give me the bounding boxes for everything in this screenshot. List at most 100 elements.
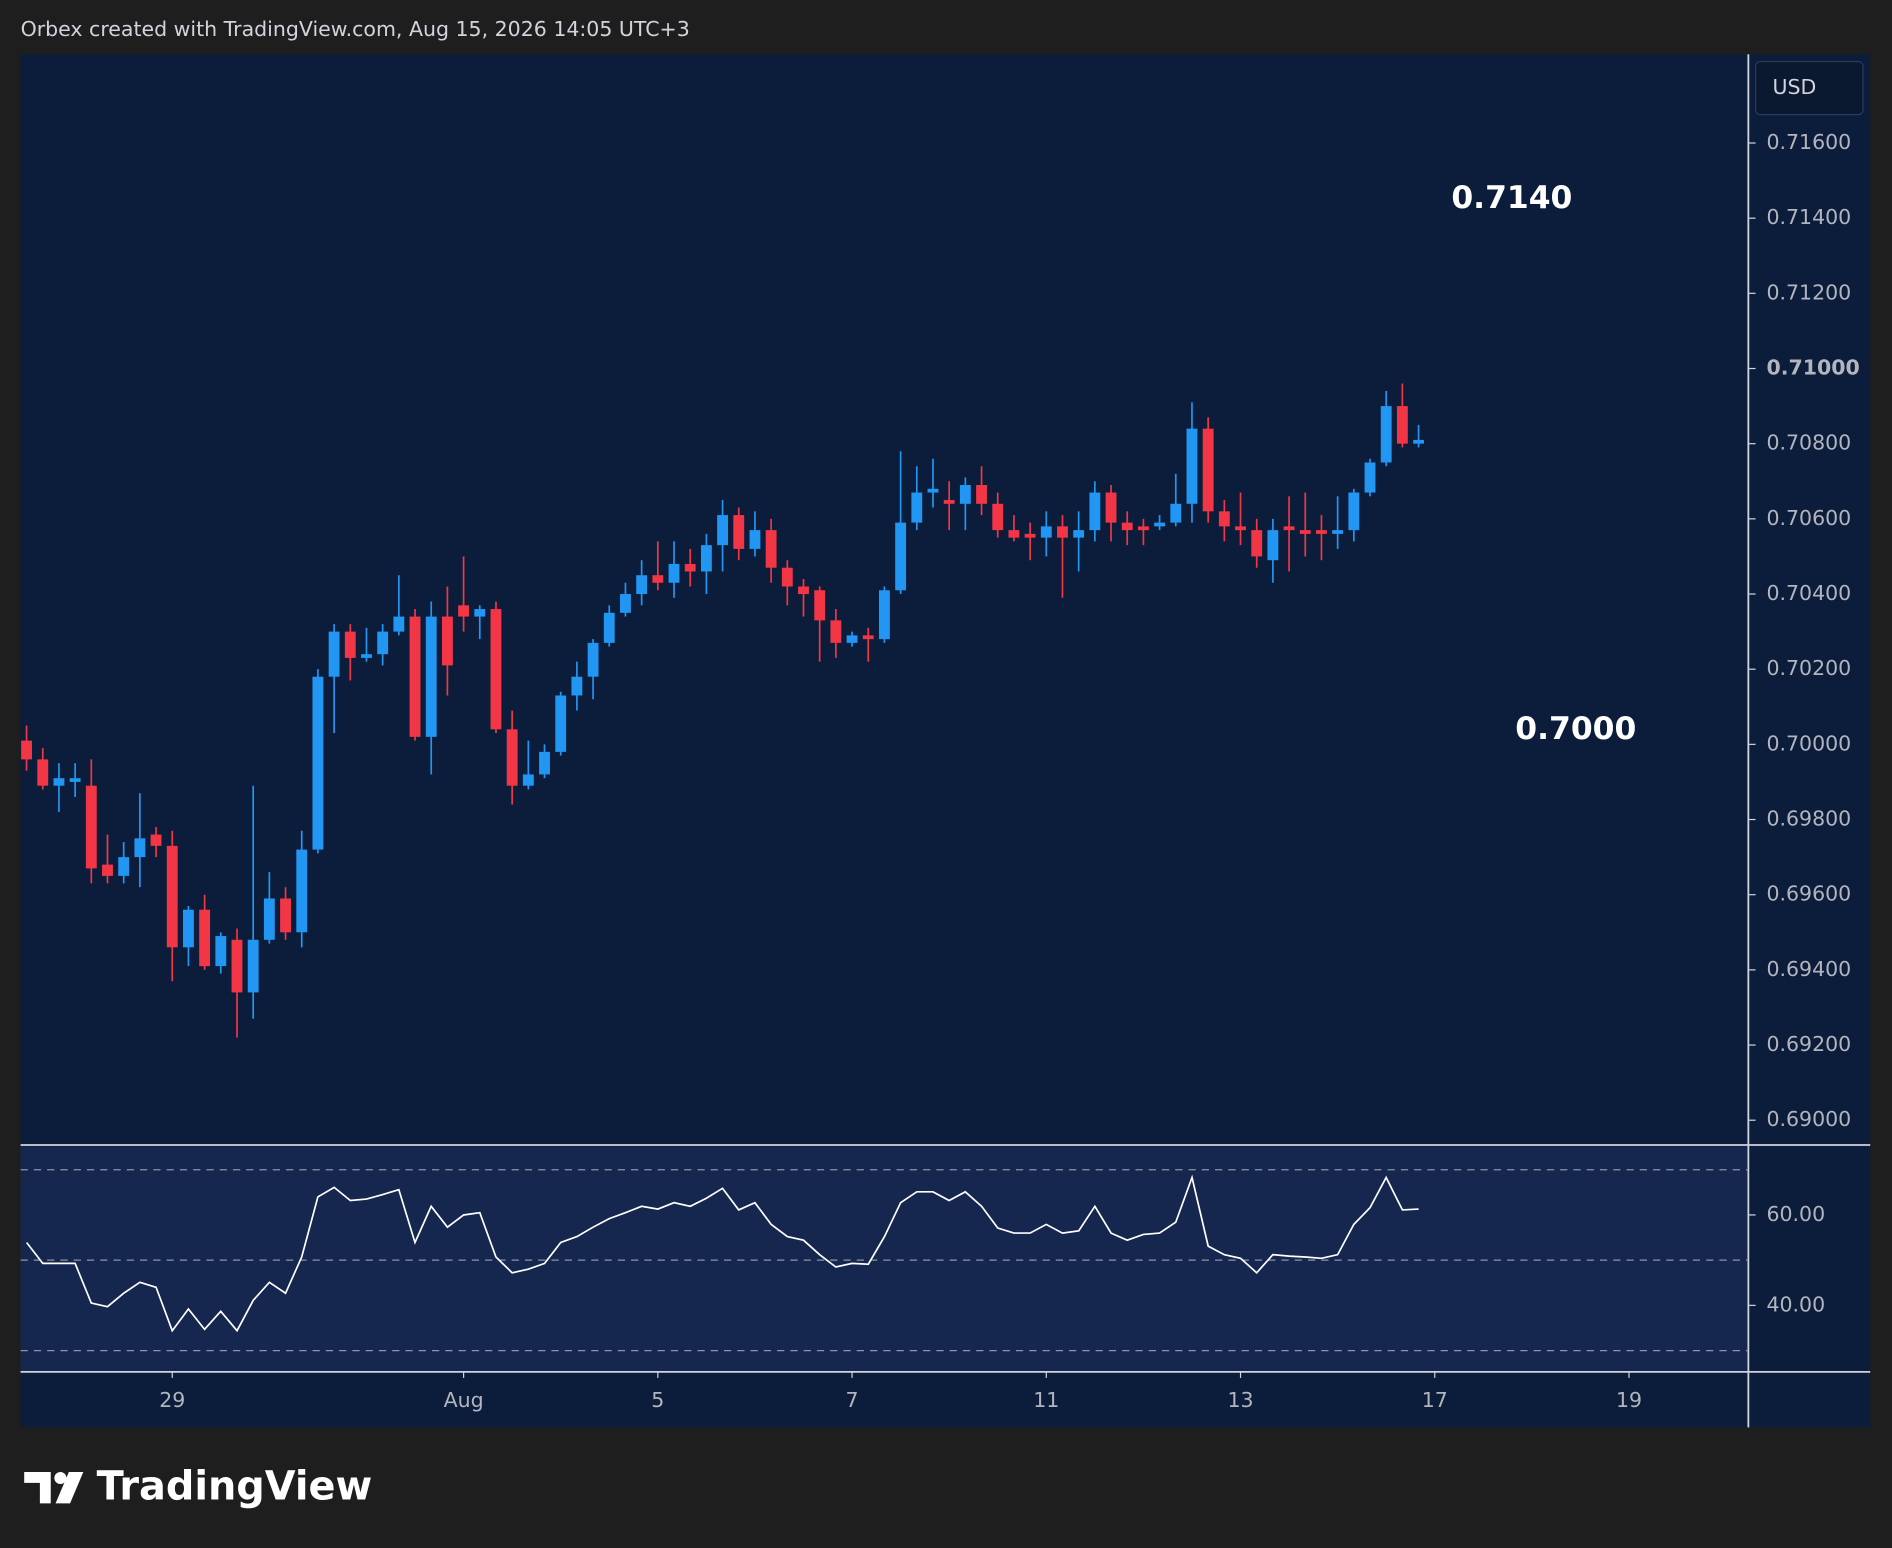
x-tick-label: 5 xyxy=(651,1388,664,1412)
candle-body xyxy=(1008,530,1020,538)
y-tick-label: 0.69800 xyxy=(1766,807,1851,831)
candle-body xyxy=(377,631,389,655)
candle-body xyxy=(506,729,518,786)
candle-body xyxy=(1154,522,1166,527)
candle-body xyxy=(862,635,874,640)
candle-body xyxy=(846,635,858,643)
candle-body xyxy=(1121,522,1133,531)
candle-body xyxy=(1251,530,1263,557)
x-tick-label: 11 xyxy=(1033,1388,1059,1412)
candle-body xyxy=(134,838,146,858)
candle-body xyxy=(587,642,599,677)
candle-body xyxy=(636,575,648,595)
x-tick-label: 7 xyxy=(846,1388,859,1412)
candle-body xyxy=(652,575,664,583)
currency-label[interactable]: USD xyxy=(1772,75,1816,99)
candle-body xyxy=(959,485,971,504)
y-tick-label: 0.71000 xyxy=(1766,356,1859,380)
candle-body xyxy=(1137,526,1149,531)
candle-body xyxy=(1202,428,1214,512)
candle-body xyxy=(150,834,162,846)
candle-body xyxy=(182,909,194,948)
candle-body xyxy=(1218,511,1230,527)
rsi-line xyxy=(25,1174,1419,1333)
candle-body xyxy=(522,774,534,786)
candle-body xyxy=(895,522,907,591)
y-tick-label: 0.70600 xyxy=(1766,506,1851,530)
candle-body xyxy=(69,778,81,782)
candle-body xyxy=(312,676,324,850)
candle-body xyxy=(344,631,356,658)
candle-body xyxy=(409,616,421,737)
y-tick-label: 0.71400 xyxy=(1766,205,1851,229)
candle-body xyxy=(53,778,65,786)
rsi-background xyxy=(20,1146,1748,1372)
candle-body xyxy=(361,654,372,658)
candle-body xyxy=(296,849,308,933)
candle-body xyxy=(247,939,259,993)
candle-body xyxy=(733,515,745,549)
currency-box[interactable] xyxy=(1754,60,1864,116)
brand-name: TradingView xyxy=(97,1463,373,1509)
candle-body xyxy=(976,485,987,504)
candle-body xyxy=(927,488,939,493)
candle-body xyxy=(490,609,502,730)
candle-body xyxy=(458,605,470,617)
y-tick-label: 0.69400 xyxy=(1766,957,1851,981)
candle-body xyxy=(1089,492,1101,531)
candle-body xyxy=(280,898,291,933)
candle-body xyxy=(328,631,340,677)
candle-body xyxy=(393,616,405,632)
candle-body xyxy=(1413,439,1424,444)
header-title: Orbex created with TradingView.com, Aug … xyxy=(21,17,690,41)
candle-body xyxy=(1170,503,1182,523)
candle-body xyxy=(1186,428,1198,504)
y-tick-label: 0.69200 xyxy=(1766,1032,1851,1056)
y-tick-label: 0.70800 xyxy=(1766,431,1851,455)
candle-body xyxy=(1380,406,1392,463)
y-tick-label: 40.00 xyxy=(1766,1292,1825,1316)
candle-body xyxy=(1267,530,1279,561)
y-tick-label: 0.69600 xyxy=(1766,882,1851,906)
candle-body xyxy=(620,594,631,613)
candle-body xyxy=(943,500,955,504)
candle-body xyxy=(441,616,453,666)
candle-body xyxy=(717,515,728,546)
candle-body xyxy=(700,545,712,572)
candle-body xyxy=(539,751,550,775)
candle-body xyxy=(85,785,97,869)
y-tick-label: 0.70200 xyxy=(1766,656,1851,680)
logo-icon xyxy=(24,1471,84,1504)
candle-body xyxy=(474,609,486,617)
candle-body xyxy=(911,492,923,523)
candle-body xyxy=(1299,530,1311,534)
candle-body xyxy=(781,567,793,587)
candle-body xyxy=(814,590,826,621)
candle-body xyxy=(166,845,178,948)
candle-body xyxy=(878,590,890,640)
candle-body xyxy=(1235,526,1246,531)
candle-body xyxy=(1348,492,1360,531)
candle-body xyxy=(215,936,227,967)
candle-body xyxy=(21,740,32,760)
x-tick-label: 17 xyxy=(1422,1388,1448,1412)
price-annotation: 0.7140 xyxy=(1451,180,1572,216)
candle-body xyxy=(684,563,696,572)
candle-body xyxy=(992,503,1004,531)
candle-body xyxy=(1024,533,1036,538)
candle-body xyxy=(1057,526,1068,538)
candle-body xyxy=(571,676,583,696)
x-tick-label: Aug xyxy=(444,1388,484,1412)
candle-body xyxy=(102,864,113,876)
candle-body xyxy=(1073,530,1085,538)
candle-body xyxy=(1105,492,1117,523)
candle-body xyxy=(1396,406,1408,444)
y-tick-label: 0.70000 xyxy=(1766,731,1851,755)
x-tick-label: 13 xyxy=(1227,1388,1253,1412)
x-tick-label: 29 xyxy=(159,1388,185,1412)
candle-body xyxy=(603,612,615,643)
candle-body xyxy=(555,695,567,752)
candle-body xyxy=(1364,462,1376,493)
candle-body xyxy=(830,620,842,643)
candle-body xyxy=(749,530,761,549)
